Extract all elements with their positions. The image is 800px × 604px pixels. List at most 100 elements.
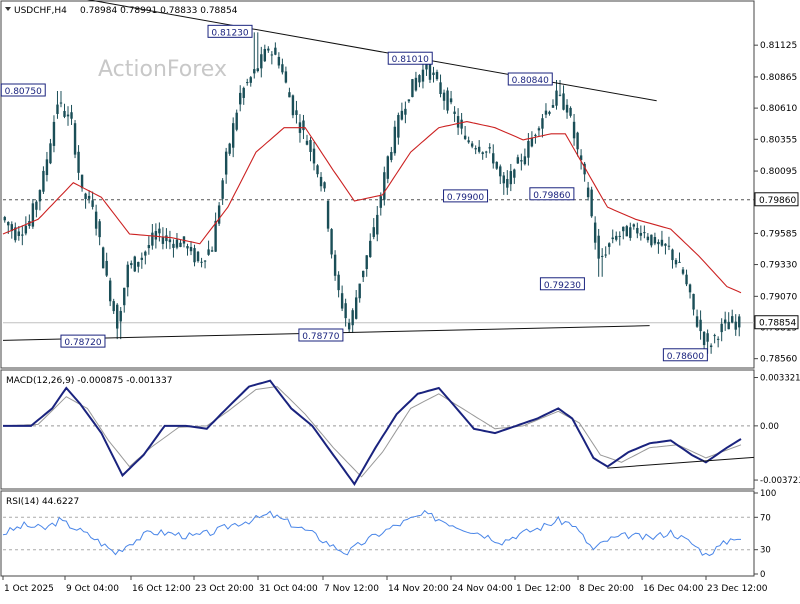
swing-label: 0.80750	[0, 83, 46, 97]
candle	[193, 244, 196, 267]
candle	[214, 212, 217, 252]
swing-label-box	[60, 334, 106, 348]
price-tick-label: 0.80610	[760, 104, 797, 114]
candle-body	[600, 255, 604, 257]
candle-body	[590, 189, 593, 217]
candle-body	[506, 178, 509, 188]
candle	[284, 66, 288, 84]
candle-body	[425, 64, 428, 70]
candle	[144, 250, 147, 265]
candle-body	[14, 227, 17, 241]
candle-body	[337, 274, 340, 291]
candle	[485, 150, 488, 158]
candle	[393, 120, 397, 156]
candle	[73, 120, 77, 159]
time-tick-label: 14 Nov 20:00	[388, 584, 449, 594]
rsi-line	[2, 509, 741, 557]
swing-label: 0.81230	[207, 24, 253, 38]
candle	[731, 309, 734, 324]
candle	[481, 151, 484, 160]
candle-body	[112, 301, 115, 312]
candle	[664, 243, 667, 255]
swing-label-box	[662, 348, 708, 362]
candle	[548, 110, 551, 116]
candle-body	[516, 157, 520, 164]
candles	[3, 32, 741, 355]
candle-body	[133, 256, 136, 272]
candle-body	[200, 261, 203, 263]
dropdown-triangle-icon[interactable]	[5, 7, 11, 11]
candle	[456, 108, 460, 135]
candle-body	[446, 90, 449, 111]
candle	[372, 218, 375, 240]
candle	[446, 87, 449, 114]
candle	[488, 143, 491, 154]
candle	[158, 222, 161, 242]
candle	[632, 223, 636, 230]
current-price-label: 0.78854	[754, 315, 799, 330]
candle	[330, 228, 333, 259]
candle-body	[555, 90, 558, 106]
candle-body	[636, 227, 639, 234]
candle	[281, 58, 284, 75]
candle-body	[706, 333, 709, 342]
candle	[80, 174, 84, 192]
symbol-timeframe: USDCHF,H4	[14, 6, 67, 16]
candle-body	[87, 195, 91, 199]
candle	[358, 283, 361, 303]
candle	[84, 192, 87, 209]
macd-tick-label: 0.003321	[760, 374, 800, 384]
candle	[309, 137, 312, 162]
candle-body	[161, 236, 165, 244]
current-price-label-box	[754, 315, 799, 330]
candle-body	[520, 160, 523, 162]
candle-body	[481, 152, 484, 155]
candle	[414, 71, 418, 92]
candle	[723, 311, 727, 331]
candle	[365, 255, 368, 277]
candle	[653, 232, 657, 246]
candle-body	[231, 123, 235, 148]
candle	[207, 240, 210, 256]
candle-body	[699, 319, 702, 332]
candle-body	[214, 220, 217, 252]
candle-body	[572, 121, 576, 139]
candle-body	[411, 79, 414, 98]
candle-body	[101, 247, 105, 269]
candle-body	[397, 114, 400, 138]
candle-body	[105, 260, 108, 276]
candle-body	[347, 322, 351, 330]
candle	[87, 190, 91, 204]
candle	[569, 106, 572, 118]
candle-body	[618, 235, 621, 237]
candle	[231, 117, 235, 158]
candle	[397, 112, 400, 145]
candle-body	[123, 287, 126, 306]
candle	[288, 87, 291, 98]
candle	[298, 114, 302, 143]
price-tick-label: 0.79585	[760, 229, 797, 239]
swing-label: 0.80840	[507, 72, 553, 86]
candle	[347, 318, 351, 333]
candle	[108, 277, 112, 307]
price-tick-label: 0.79070	[760, 292, 797, 302]
candle-body	[485, 151, 488, 153]
swing-label-box	[387, 51, 433, 65]
candle	[291, 94, 295, 119]
candle-body	[695, 316, 699, 327]
candle	[474, 145, 477, 155]
candle	[369, 233, 372, 258]
candle-body	[369, 240, 372, 258]
candle-body	[660, 239, 664, 246]
candle	[734, 314, 737, 336]
candle-body	[189, 246, 193, 252]
candle	[386, 155, 390, 184]
candle-body	[513, 169, 516, 178]
candle-body	[667, 245, 671, 247]
swing-label-text: 0.80840	[512, 76, 549, 86]
candle	[94, 204, 98, 236]
candle-body	[477, 146, 481, 152]
candle-body	[632, 224, 636, 227]
candle-body	[147, 245, 151, 249]
candle-body	[593, 222, 597, 243]
